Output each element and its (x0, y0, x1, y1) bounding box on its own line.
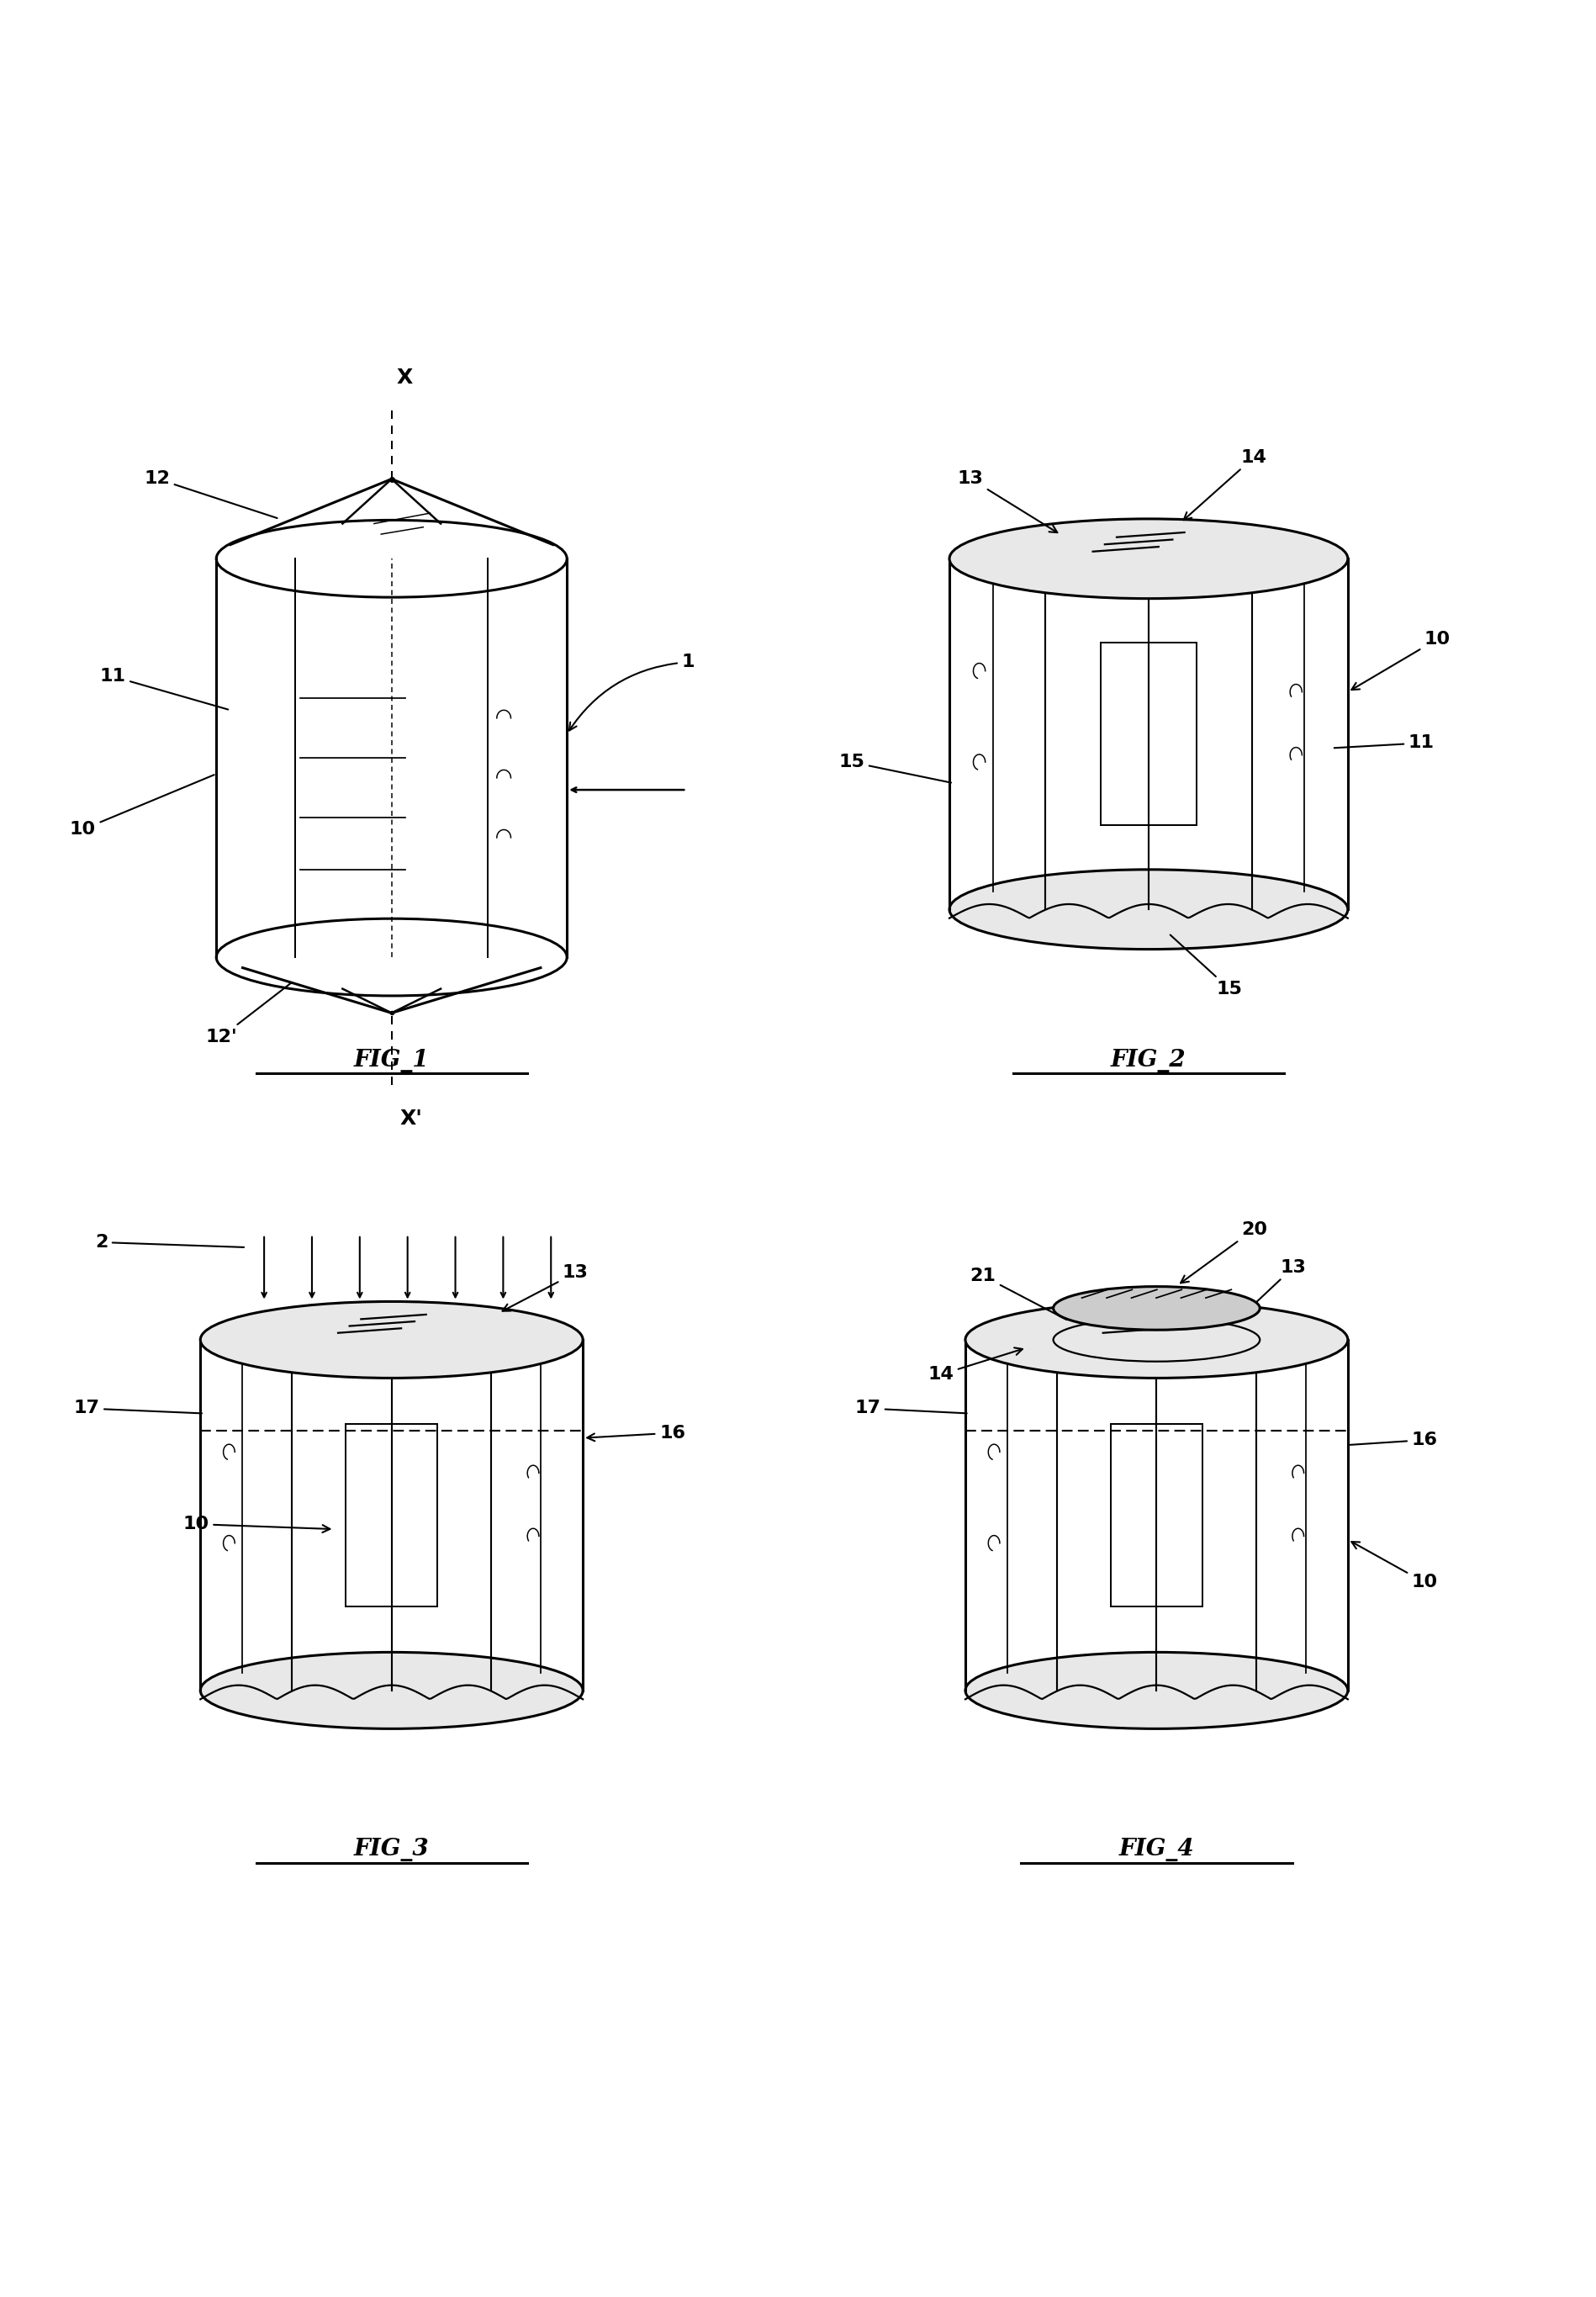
Text: 12': 12' (206, 983, 292, 1045)
Text: 10: 10 (1352, 632, 1451, 689)
Ellipse shape (966, 1652, 1347, 1730)
Text: 11: 11 (1334, 735, 1435, 751)
Text: 11: 11 (99, 668, 228, 710)
Text: 15: 15 (1170, 935, 1242, 997)
Text: 17: 17 (73, 1399, 201, 1417)
Text: 10: 10 (184, 1516, 330, 1532)
Ellipse shape (201, 1302, 583, 1378)
Text: X: X (396, 368, 412, 388)
Text: 21: 21 (970, 1268, 1066, 1321)
Text: FIG_3: FIG_3 (354, 1838, 429, 1861)
Text: 10: 10 (1352, 1541, 1438, 1592)
Text: 15: 15 (838, 753, 951, 783)
Text: 20: 20 (1181, 1222, 1267, 1284)
Text: 13: 13 (958, 471, 1057, 533)
Text: FIG_2: FIG_2 (1111, 1050, 1186, 1073)
Text: 14: 14 (927, 1348, 1023, 1383)
Text: 17: 17 (854, 1399, 967, 1417)
Text: FIG_1: FIG_1 (354, 1050, 429, 1073)
Text: FIG_4: FIG_4 (1119, 1838, 1194, 1861)
Ellipse shape (950, 871, 1347, 949)
Text: X': X' (399, 1109, 421, 1128)
Text: 13: 13 (1242, 1259, 1307, 1316)
Text: 16: 16 (1350, 1431, 1438, 1449)
Text: 10: 10 (70, 774, 214, 838)
Text: 13: 13 (503, 1263, 589, 1312)
Text: 14: 14 (1184, 448, 1267, 519)
Text: 16: 16 (587, 1424, 685, 1440)
Ellipse shape (201, 1652, 583, 1730)
Text: 1: 1 (570, 655, 694, 730)
Ellipse shape (966, 1302, 1347, 1378)
Text: 12: 12 (144, 471, 278, 519)
Ellipse shape (1053, 1286, 1259, 1330)
Text: 2: 2 (94, 1233, 244, 1250)
Ellipse shape (950, 519, 1347, 600)
